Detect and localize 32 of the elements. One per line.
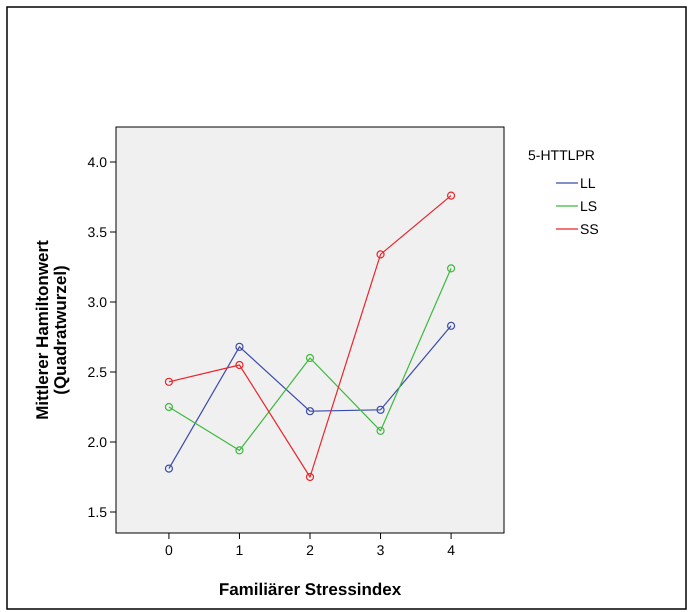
y-tick-label: 2.5 [88, 364, 108, 380]
x-axis-title: Familiärer Stressindex [218, 580, 402, 599]
point [306, 354, 314, 362]
point [164, 464, 174, 473]
legend-label: LL [580, 174, 596, 191]
x-tick-label: 4 [447, 542, 456, 558]
point [164, 402, 174, 412]
y-tick-label: 4.0 [88, 154, 108, 170]
legend-title: 5-HTTLPR [528, 147, 595, 163]
point [376, 406, 385, 414]
x-tick-label: 3 [376, 542, 385, 558]
x-tick-label: 0 [165, 542, 174, 558]
point [376, 426, 385, 435]
point [376, 250, 385, 258]
point [164, 378, 174, 386]
point [235, 446, 244, 454]
x-tick-label: 1 [236, 542, 244, 558]
x-tick-label: 2 [306, 542, 314, 558]
point [306, 407, 314, 416]
point [446, 264, 456, 272]
y-tick-label: 2.0 [88, 434, 108, 450]
point [306, 472, 314, 482]
y-tick-label: 3.5 [88, 224, 108, 240]
point [235, 360, 244, 370]
point [235, 342, 244, 351]
legend-label: LS [580, 198, 598, 214]
legend-label: SS [580, 220, 599, 237]
y-tick-label: 3.0 [88, 294, 108, 310]
y-tick-label: 1.5 [88, 504, 108, 520]
point [446, 192, 456, 200]
point [446, 322, 456, 330]
y-axis-title: Mittlerer Hamiltonwert (Quadratwurzel) [33, 240, 70, 420]
